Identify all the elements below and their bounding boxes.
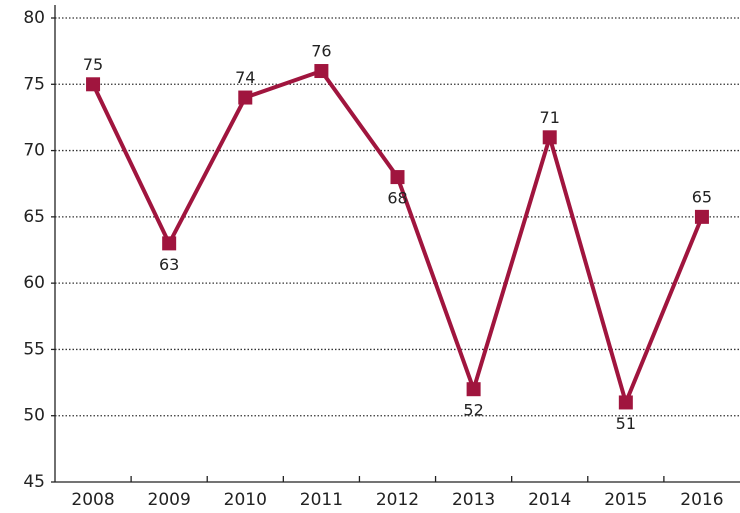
data-label: 74: [235, 68, 255, 87]
x-tick-label: 2011: [300, 490, 343, 510]
data-label: 51: [616, 414, 636, 433]
data-label: 76: [311, 42, 331, 61]
y-tick-label: 80: [23, 8, 45, 28]
x-tick-label: 2015: [604, 490, 647, 510]
point-marker: [694, 209, 709, 224]
data-label: 75: [83, 55, 103, 74]
point-marker: [542, 130, 557, 145]
x-tick-label: 2008: [71, 490, 114, 510]
point-marker: [466, 382, 481, 397]
y-tick-label: 55: [23, 339, 45, 359]
data-label: 63: [159, 255, 179, 274]
x-tick-label: 2010: [224, 490, 267, 510]
data-label: 71: [540, 108, 560, 127]
point-marker: [86, 77, 101, 92]
x-tick-label: 2009: [148, 490, 191, 510]
point-marker: [390, 170, 405, 185]
point-marker: [238, 90, 253, 105]
y-tick-label: 70: [23, 141, 45, 161]
data-label: 52: [463, 401, 483, 420]
y-tick-label: 65: [23, 207, 45, 227]
data-label: 68: [387, 189, 407, 208]
data-label: 65: [692, 187, 712, 206]
x-tick-label: 2014: [528, 490, 571, 510]
x-tick-label: 2012: [376, 490, 419, 510]
y-tick-label: 50: [23, 406, 45, 426]
point-marker: [314, 64, 329, 79]
y-tick-label: 60: [23, 273, 45, 293]
series-line: [91, 69, 704, 405]
point-marker: [162, 236, 177, 251]
x-tick-label: 2013: [452, 490, 495, 510]
point-marker: [618, 395, 633, 410]
y-tick-label: 45: [23, 472, 45, 492]
x-tick-label: 2016: [680, 490, 723, 510]
y-tick-label: 75: [23, 74, 45, 94]
